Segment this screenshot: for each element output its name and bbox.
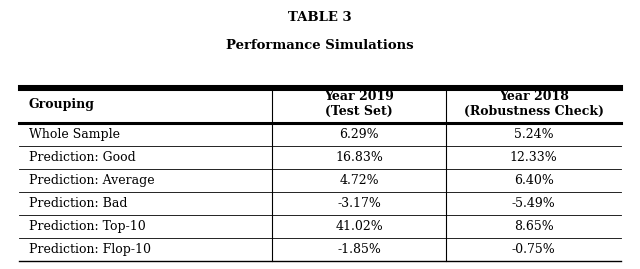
Text: Prediction: Bad: Prediction: Bad (29, 197, 127, 210)
Text: 5.24%: 5.24% (514, 128, 554, 141)
Text: -5.49%: -5.49% (512, 197, 556, 210)
Text: 6.29%: 6.29% (339, 128, 379, 141)
Text: Prediction: Good: Prediction: Good (29, 151, 136, 164)
Text: -3.17%: -3.17% (337, 197, 381, 210)
Text: 12.33%: 12.33% (509, 151, 557, 164)
Text: Performance Simulations: Performance Simulations (226, 39, 414, 52)
Text: 4.72%: 4.72% (339, 174, 379, 187)
Text: 41.02%: 41.02% (335, 220, 383, 233)
Text: Whole Sample: Whole Sample (29, 128, 120, 141)
Text: Grouping: Grouping (29, 98, 95, 111)
Text: 8.65%: 8.65% (514, 220, 554, 233)
Text: Prediction: Flop-10: Prediction: Flop-10 (29, 243, 151, 256)
Text: Prediction: Average: Prediction: Average (29, 174, 154, 187)
Text: 6.40%: 6.40% (514, 174, 554, 187)
Text: 16.83%: 16.83% (335, 151, 383, 164)
Text: Prediction: Top-10: Prediction: Top-10 (29, 220, 145, 233)
Text: -0.75%: -0.75% (512, 243, 556, 256)
Text: Year 2018
(Robustness Check): Year 2018 (Robustness Check) (463, 90, 604, 118)
Text: Year 2019
(Test Set): Year 2019 (Test Set) (324, 90, 394, 118)
Text: -1.85%: -1.85% (337, 243, 381, 256)
Text: TABLE 3: TABLE 3 (288, 11, 352, 24)
